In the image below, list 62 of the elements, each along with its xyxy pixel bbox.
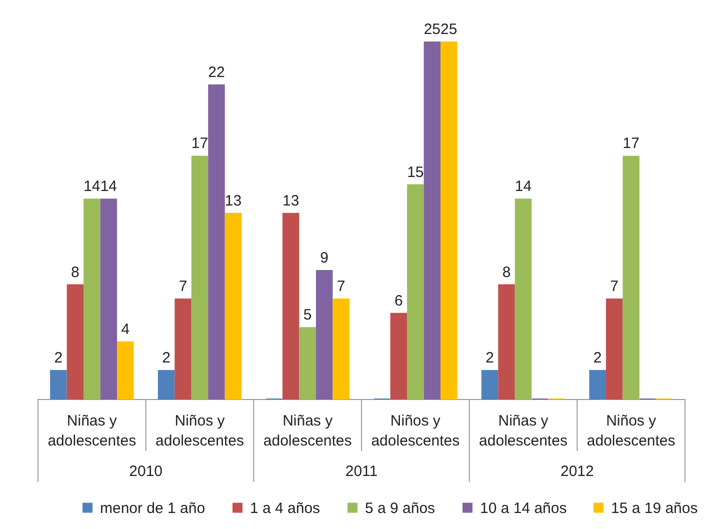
legend-label: 10 a 14 años [480,500,567,517]
bar [174,298,192,400]
data-label: 14 [100,178,118,196]
data-label: 14 [514,178,532,196]
data-label: 14 [84,178,100,196]
bar [316,270,333,400]
legend-label: 15 a 19 años [611,500,698,517]
data-label: 7 [178,278,188,296]
legend-label: 1 a 4 años [250,500,320,517]
data-label: 8 [502,264,511,281]
data-label: 25 [424,21,441,38]
text: 2010 [129,463,163,480]
x-tick-label: Niños y adolescentes [586,412,676,450]
bar [424,42,441,400]
bar [332,298,350,400]
bar [407,184,424,400]
data-label: 6 [394,292,403,310]
bar [606,298,623,400]
x-tick-label: Niñas y adolescentes [479,412,568,450]
bar [299,327,316,400]
data-label: 2 [593,349,602,366]
bar [440,42,458,400]
data-label: 22 [208,64,225,81]
legend-label: menor de 1 año [100,500,206,517]
legend-label: 5 a 9 años [365,500,436,517]
text: 2012 [560,463,594,480]
bar [589,370,606,400]
data-label: 2 [54,349,63,366]
data-label: 17 [191,135,208,152]
x-tick-label: Niños y adolescentes [371,412,460,450]
text: 2011 [345,463,378,480]
data-label: 25 [440,21,458,38]
data-label: 8 [71,264,80,281]
x-tick-label: Niñas y adolescentes [263,412,352,450]
bar [158,370,175,400]
bar [390,312,408,400]
bar [224,212,242,400]
data-label: 2 [162,349,170,366]
bar [84,198,100,400]
data-label: 17 [622,135,640,152]
bar [66,284,84,400]
data-label: 4 [121,320,130,338]
bar [117,341,134,400]
bar [622,156,640,400]
data-label: 2 [486,349,494,366]
data-label: 7 [336,278,346,296]
bar [191,156,208,400]
bar [514,198,532,400]
bar [498,284,515,400]
x-tick-label: Niñas y adolescentes [48,412,136,450]
data-label: 5 [303,306,312,324]
data-label: 15 [407,164,424,181]
bar [50,370,67,400]
data-label: 7 [610,278,619,296]
bar [481,370,498,400]
data-label: 13 [282,192,300,210]
data-label: 9 [320,249,328,266]
bar [100,198,118,400]
x-tick-label: Niños y adolescentes [156,412,244,450]
bar [208,84,225,400]
data-label: 13 [224,192,242,210]
bar [282,212,300,400]
